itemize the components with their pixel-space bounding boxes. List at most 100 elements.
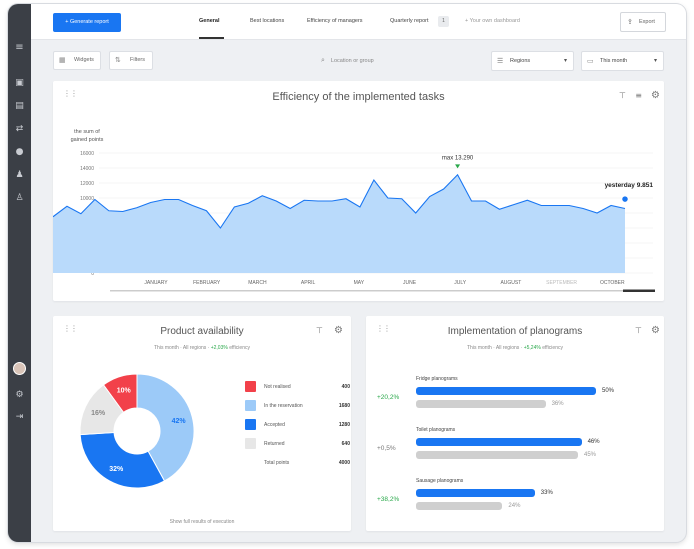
chart-scrollbar-thumb[interactable] bbox=[623, 289, 655, 293]
availability-card: ⋮⋮ Product availability ⊤ ⚙ This month ·… bbox=[53, 316, 351, 531]
gear-icon[interactable]: ⚙ bbox=[651, 325, 660, 336]
efficiency-area bbox=[53, 174, 625, 273]
top-bar: + Generate report General Best locations… bbox=[31, 4, 686, 40]
list-icon[interactable]: ≡ bbox=[635, 91, 642, 100]
x-tick-label: JUNE bbox=[403, 280, 417, 286]
x-tick-label: SEPTEMBER bbox=[546, 280, 577, 286]
gear-icon[interactable]: ⚙ bbox=[651, 90, 660, 101]
x-tick-label: AUGUST bbox=[500, 280, 521, 286]
donut-slice[interactable] bbox=[79, 431, 166, 489]
previous-bar bbox=[416, 502, 503, 510]
drag-handle-icon[interactable]: ⋮⋮ bbox=[376, 324, 391, 333]
export-button[interactable]: ⇪ Export bbox=[620, 12, 666, 32]
planogram-delta: +0,5% bbox=[377, 445, 396, 452]
menu-icon[interactable]: ≡ bbox=[15, 42, 24, 53]
y-axis-label: the sum of bbox=[74, 129, 100, 135]
legend-label: Accepted bbox=[264, 422, 285, 428]
filters-button[interactable]: ⇅ Filters bbox=[109, 51, 153, 70]
legend-swatch bbox=[245, 400, 256, 411]
current-bar bbox=[416, 387, 596, 395]
x-tick-label: FEBRUARY bbox=[193, 280, 221, 286]
transfer-icon[interactable]: ⇄ bbox=[15, 124, 24, 134]
legend-value: 400 bbox=[341, 384, 350, 390]
period-select[interactable]: ▭ This month ▾ bbox=[581, 51, 664, 71]
list-icon: ☰ bbox=[497, 57, 504, 65]
regions-select[interactable]: ☰ Regions ▾ bbox=[491, 51, 574, 71]
add-dashboard-link[interactable]: + Your own dashboard bbox=[465, 18, 520, 24]
legend-value: 1280 bbox=[338, 422, 350, 428]
generate-report-button[interactable]: + Generate report bbox=[53, 13, 121, 32]
planograms-title: Implementation of planograms bbox=[447, 326, 583, 337]
pin-icon[interactable]: ⊤ bbox=[635, 326, 642, 335]
x-tick-label: APRIL bbox=[301, 280, 316, 286]
donut-slice[interactable] bbox=[79, 384, 125, 436]
active-tab-indicator bbox=[199, 37, 224, 39]
planogram-name: Sausage planograms bbox=[416, 478, 464, 484]
previous-bar bbox=[416, 400, 546, 408]
y-tick-label: 16000 bbox=[80, 151, 94, 157]
yesterday-point[interactable] bbox=[620, 194, 630, 204]
current-value: 50% bbox=[602, 388, 615, 394]
widgets-button[interactable]: ▦ Widgets bbox=[53, 51, 101, 70]
y-tick-label: 0 bbox=[91, 271, 94, 277]
current-bar bbox=[416, 438, 582, 446]
max-marker bbox=[455, 164, 461, 169]
drag-handle-icon[interactable]: ⋮⋮ bbox=[63, 324, 78, 333]
efficiency-line bbox=[53, 173, 626, 229]
user-settings-icon[interactable]: ♙ bbox=[15, 193, 24, 203]
legend-swatch bbox=[245, 438, 256, 449]
tab-efficiency-of-managers[interactable]: Efficiency of managers bbox=[307, 18, 363, 24]
legend-label: In the reservation bbox=[264, 403, 303, 409]
planogram-name: Toilet planograms bbox=[416, 427, 456, 433]
y-axis-label: gained points bbox=[71, 137, 104, 143]
pin-icon[interactable]: ⊤ bbox=[619, 91, 626, 100]
planograms-subtitle: This month · All regions · +5,24% effici… bbox=[467, 345, 563, 351]
logout-icon[interactable]: ⇥ bbox=[15, 412, 24, 422]
legend-value: 4000 bbox=[338, 460, 350, 466]
location-pin-icon[interactable]: ● bbox=[15, 147, 24, 157]
x-tick-label: MARCH bbox=[248, 280, 267, 286]
legend-value: 1680 bbox=[338, 403, 350, 409]
clipboard-icon[interactable]: ▣ bbox=[15, 78, 24, 88]
legend-swatch bbox=[245, 381, 256, 392]
yesterday-label: yesterday 9.851 bbox=[605, 182, 654, 189]
previous-value: 45% bbox=[584, 452, 597, 458]
sidebar: ≡ ▣ ▤ ⇄ ● ♟ ♙ ⚙ ⇥ bbox=[8, 4, 31, 542]
x-tick-label: OCTOBER bbox=[600, 280, 625, 286]
pin-icon[interactable]: ⊤ bbox=[316, 326, 323, 335]
donut-slice[interactable] bbox=[136, 373, 195, 482]
search-icon: ⌕ bbox=[321, 56, 325, 64]
slice-percent-label: 16% bbox=[91, 410, 106, 417]
current-value: 46% bbox=[587, 439, 600, 445]
calendar-icon: ▭ bbox=[587, 57, 594, 65]
quarterly-report-badge: 1 bbox=[438, 16, 449, 27]
availability-subtitle: This month · All regions · +2,03% effici… bbox=[154, 345, 250, 351]
tab-best-locations[interactable]: Best locations bbox=[250, 18, 285, 24]
slice-percent-label: 42% bbox=[172, 418, 187, 425]
availability-donut-chart: 10% 42% 32% 16% bbox=[79, 373, 195, 489]
gear-icon[interactable]: ⚙ bbox=[15, 390, 24, 400]
gear-icon[interactable]: ⚙ bbox=[334, 325, 343, 336]
search-input[interactable]: ⌕ Location or group bbox=[321, 56, 374, 64]
max-label: max 13.290 bbox=[442, 155, 474, 161]
show-full-results-link[interactable]: Show full results of execution bbox=[169, 519, 235, 525]
efficiency-card: ⋮⋮ Efficiency of the implemented tasks ⊤… bbox=[53, 81, 664, 301]
legend-label: Total points bbox=[264, 460, 290, 466]
previous-value: 36% bbox=[551, 401, 564, 407]
efficiency-chart: the sum of gained points 16000 14000 12000 10… bbox=[53, 129, 655, 293]
current-value: 33% bbox=[540, 490, 553, 496]
tab-quarterly-report[interactable]: Quarterly report bbox=[390, 18, 429, 24]
users-icon[interactable]: ♟ bbox=[15, 170, 24, 180]
chevron-down-icon: ▾ bbox=[563, 57, 567, 64]
planogram-delta: +38,2% bbox=[377, 496, 400, 503]
chart-scrollbar-track[interactable] bbox=[110, 290, 655, 292]
legend-label: Returned bbox=[264, 441, 285, 447]
x-tick-label: JANUARY bbox=[144, 280, 168, 286]
y-tick-label: 12000 bbox=[80, 181, 94, 187]
drag-handle-icon[interactable]: ⋮⋮ bbox=[63, 89, 78, 98]
tab-general[interactable]: General bbox=[199, 18, 220, 24]
previous-bar bbox=[416, 451, 578, 459]
avatar[interactable] bbox=[13, 362, 26, 375]
app-window: ≡ ▣ ▤ ⇄ ● ♟ ♙ ⚙ ⇥ + Generate report Gene… bbox=[8, 4, 686, 542]
table-icon[interactable]: ▤ bbox=[15, 101, 24, 111]
